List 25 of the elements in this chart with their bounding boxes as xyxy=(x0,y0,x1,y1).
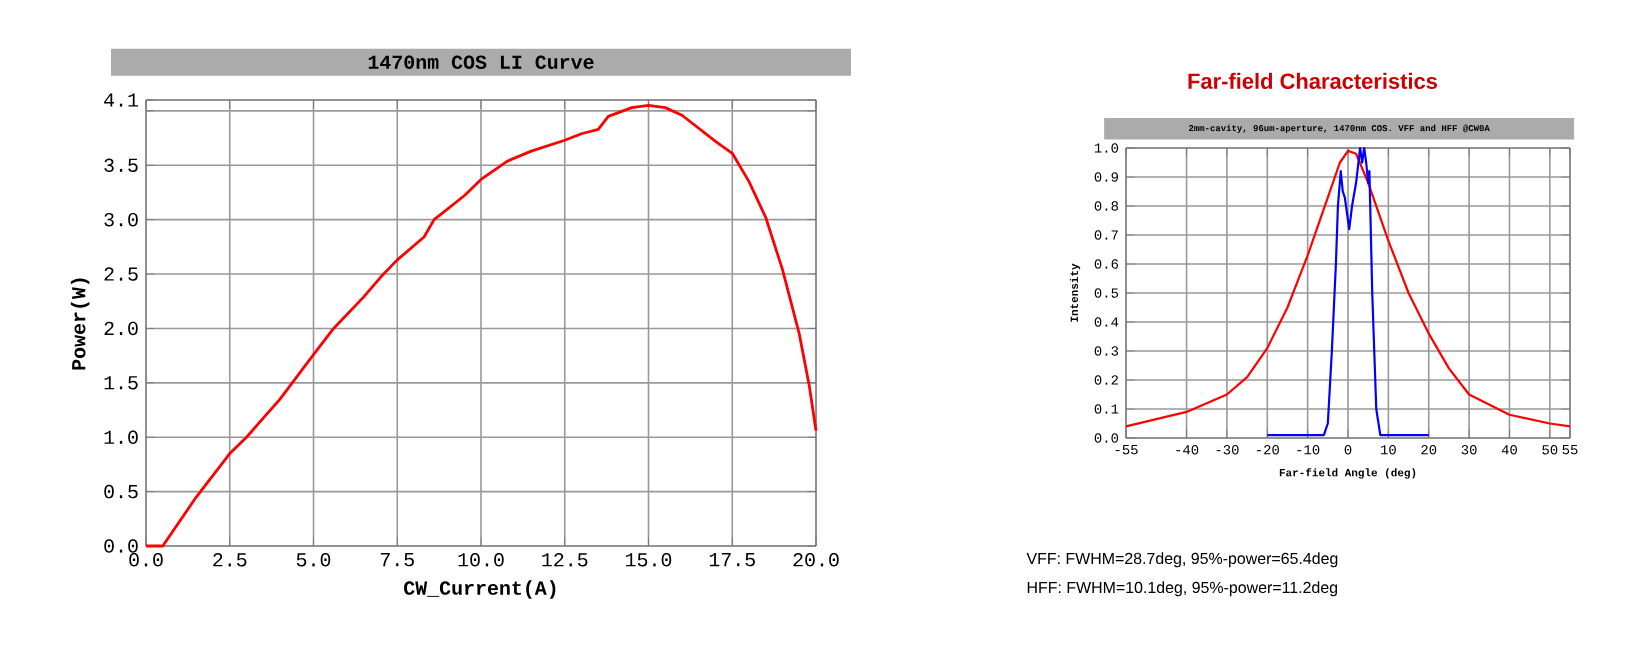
line-series xyxy=(1124,149,1572,428)
x-tick-label: 10.0 xyxy=(458,553,504,567)
y-tick-label: 3.0 xyxy=(104,212,138,227)
x-tick-label: 20.0 xyxy=(793,553,839,567)
y-tick-label: 2.5 xyxy=(104,267,138,281)
x-tick-label: 2.5 xyxy=(213,553,247,567)
y-tick-label: 1.5 xyxy=(104,376,138,390)
y-tick-label: 0.0 xyxy=(104,539,138,553)
x-tick-label: 7.5 xyxy=(380,553,414,567)
x-tick-label: 15.0 xyxy=(626,553,672,567)
y-tick-label: 1.0 xyxy=(104,430,138,444)
y-tick-label: 4.1 xyxy=(104,93,138,107)
y-axis-title: Power(W) xyxy=(70,278,90,370)
line-series xyxy=(1266,146,1430,437)
x-tick-label: 12.5 xyxy=(542,553,588,567)
y-tick-label: 0.5 xyxy=(104,484,138,499)
x-tick-label: 5.0 xyxy=(296,553,331,567)
x-tick-label: 0.0 xyxy=(129,553,163,567)
y-tick-label: 2.0 xyxy=(104,321,138,336)
x-axis-title: CW_Current(A) xyxy=(404,580,556,599)
y-tick-label: 3.5 xyxy=(104,158,138,173)
chart-title: Far-field Characteristics xyxy=(1188,72,1438,89)
x-tick-label: 17.5 xyxy=(709,553,755,567)
line-series xyxy=(144,104,818,548)
chart-title: 1470nm COS LI Curve xyxy=(368,55,594,69)
